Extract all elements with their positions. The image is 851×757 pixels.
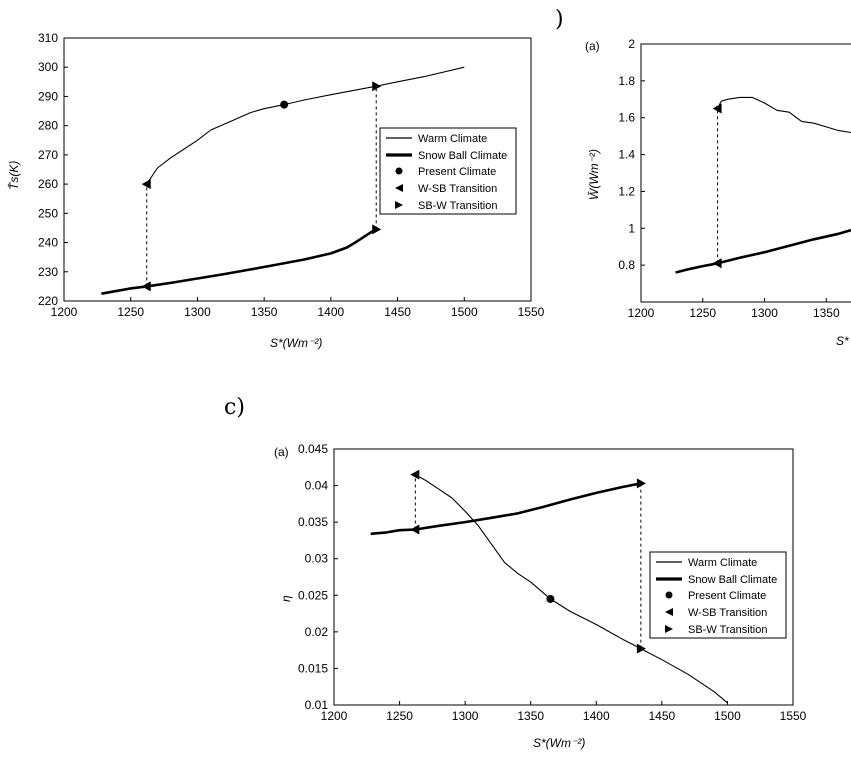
legend-present-marker [395, 167, 403, 175]
legend-snowball-label: Snow Ball Climate [418, 150, 507, 162]
series-snowball-climate [101, 228, 377, 295]
panel-label: (a) [274, 445, 289, 459]
plot-frame [333, 448, 794, 706]
legend-box [379, 127, 517, 215]
y-tick-label: 260 [38, 177, 58, 191]
legend-box [649, 551, 787, 639]
y-tick-label: 310 [38, 31, 58, 45]
w-sb-transition-marker [410, 524, 420, 535]
legend-sbw-label: SB-W Transition [688, 624, 767, 636]
plot-frame [640, 43, 851, 303]
y-tick-label: 240 [38, 236, 58, 250]
section-label-c: c) [224, 395, 245, 420]
chart-work: (a) 1200 1250 1300 1350 0.8 1 1.2 1.4 1.6 1.8 2 S*… [585, 37, 851, 348]
y-tick-label: 0.045 [298, 442, 328, 456]
y-axis-label: T̄s(K) [7, 161, 21, 190]
y-tick-label: 0.04 [305, 479, 329, 493]
y-tick-label: 1.8 [618, 74, 635, 88]
sb-w-transition-marker [372, 81, 382, 92]
y-tick-label: 290 [38, 89, 58, 103]
y-tick-label: 0.015 [298, 661, 328, 675]
legend-snowball-label: Snow Ball Climate [688, 574, 777, 586]
y-tick-label: 0.025 [298, 588, 328, 602]
y-tick-label: 2 [628, 37, 635, 51]
y-tick-label: 0.035 [298, 515, 328, 529]
x-axis-label: S*(Wm⁻²) [533, 736, 585, 750]
series-snowball-climate [675, 228, 851, 274]
x-tick-label: 1500 [714, 709, 741, 723]
legend-warm-label: Warm Climate [688, 557, 757, 569]
legend-sbw-label: SB-W Transition [418, 200, 497, 212]
series-warm-climate [415, 474, 728, 704]
legend-wsb-label: W-SB Transition [688, 607, 767, 619]
legend-present-marker [665, 591, 673, 599]
y-tick-label: 270 [38, 148, 58, 162]
panel-label: (a) [585, 39, 600, 53]
y-tick-label: 280 [38, 119, 58, 133]
x-tick-label: 1250 [386, 709, 413, 723]
x-tick-label: 1250 [689, 306, 716, 320]
plot-frame [63, 37, 532, 302]
y-axis-label: η [279, 595, 293, 602]
sb-w-transition-marker [372, 224, 382, 235]
x-tick-label: 1450 [384, 305, 411, 319]
x-tick-label: 1400 [583, 709, 610, 723]
w-sb-transition-marker [141, 281, 151, 292]
present-climate-marker [546, 594, 555, 603]
series-snowball-climate [370, 482, 642, 536]
y-tick-label: 250 [38, 206, 58, 220]
legend-sbw-marker [665, 625, 673, 633]
present-climate-marker [280, 100, 289, 109]
x-tick-label: 1250 [117, 305, 144, 319]
x-tick-label: 1300 [184, 305, 211, 319]
y-tick-label: 0.8 [618, 258, 635, 272]
chart-efficiency: (a) 1200 1250 1300 1350 1400 1450 1500 1550 0.01… [274, 442, 807, 750]
y-tick-label: 1.2 [618, 184, 635, 198]
x-tick-label: 1200 [51, 305, 78, 319]
y-tick-label: 1.4 [618, 148, 635, 162]
legend: Warm Climate Snow Ball Climate Present C… [649, 551, 787, 639]
legend-wsb-label: W-SB Transition [418, 183, 497, 195]
x-tick-label: 1400 [318, 305, 345, 319]
y-tick-label: 220 [38, 294, 58, 308]
series-warm-climate [717, 96, 851, 134]
legend-present-label: Present Climate [688, 590, 766, 602]
legend-present-label: Present Climate [418, 166, 496, 178]
legend-warm-label: Warm Climate [418, 133, 487, 145]
x-tick-label: 1500 [451, 305, 478, 319]
x-tick-label: 1550 [518, 305, 545, 319]
x-tick-label: 1450 [649, 709, 676, 723]
x-tick-label: 1350 [251, 305, 278, 319]
x-axis-label: S*(Wm⁻²) [270, 336, 322, 350]
legend: Warm Climate Snow Ball Climate Present C… [379, 127, 517, 215]
legend-wsb-marker [665, 608, 673, 616]
y-tick-label: 1.6 [618, 111, 635, 125]
y-tick-label: 300 [38, 60, 58, 74]
x-axis-label: S* [836, 334, 849, 348]
y-tick-label: 0.02 [305, 625, 329, 639]
w-sb-transition-marker [410, 469, 420, 480]
x-tick-label: 1200 [628, 306, 655, 320]
x-tick-label: 1200 [321, 709, 348, 723]
x-tick-label: 1300 [751, 306, 778, 320]
y-tick-label: 1 [628, 221, 635, 235]
legend-wsb-marker [395, 184, 403, 192]
legend-sbw-marker [395, 201, 403, 209]
y-axis-label: W̄(Wm⁻²) [587, 149, 601, 200]
x-tick-label: 1350 [813, 306, 840, 320]
y-tick-label: 0.01 [305, 698, 329, 712]
y-tick-label: 230 [38, 265, 58, 279]
w-sb-transition-marker [712, 258, 722, 269]
chart-surface-temperature: 1200 1250 1300 1350 1400 1450 1500 1550 220 230 24… [7, 31, 545, 350]
y-tick-label: 0.03 [305, 552, 329, 566]
w-sb-transition-marker [712, 103, 722, 114]
sb-w-transition-marker [636, 643, 646, 654]
x-tick-label: 1300 [452, 709, 479, 723]
x-tick-label: 1350 [517, 709, 544, 723]
sb-w-transition-marker [636, 478, 646, 489]
w-sb-transition-marker [141, 179, 151, 190]
section-label-b-fragment: ) [555, 7, 564, 32]
x-tick-label: 1550 [780, 709, 807, 723]
